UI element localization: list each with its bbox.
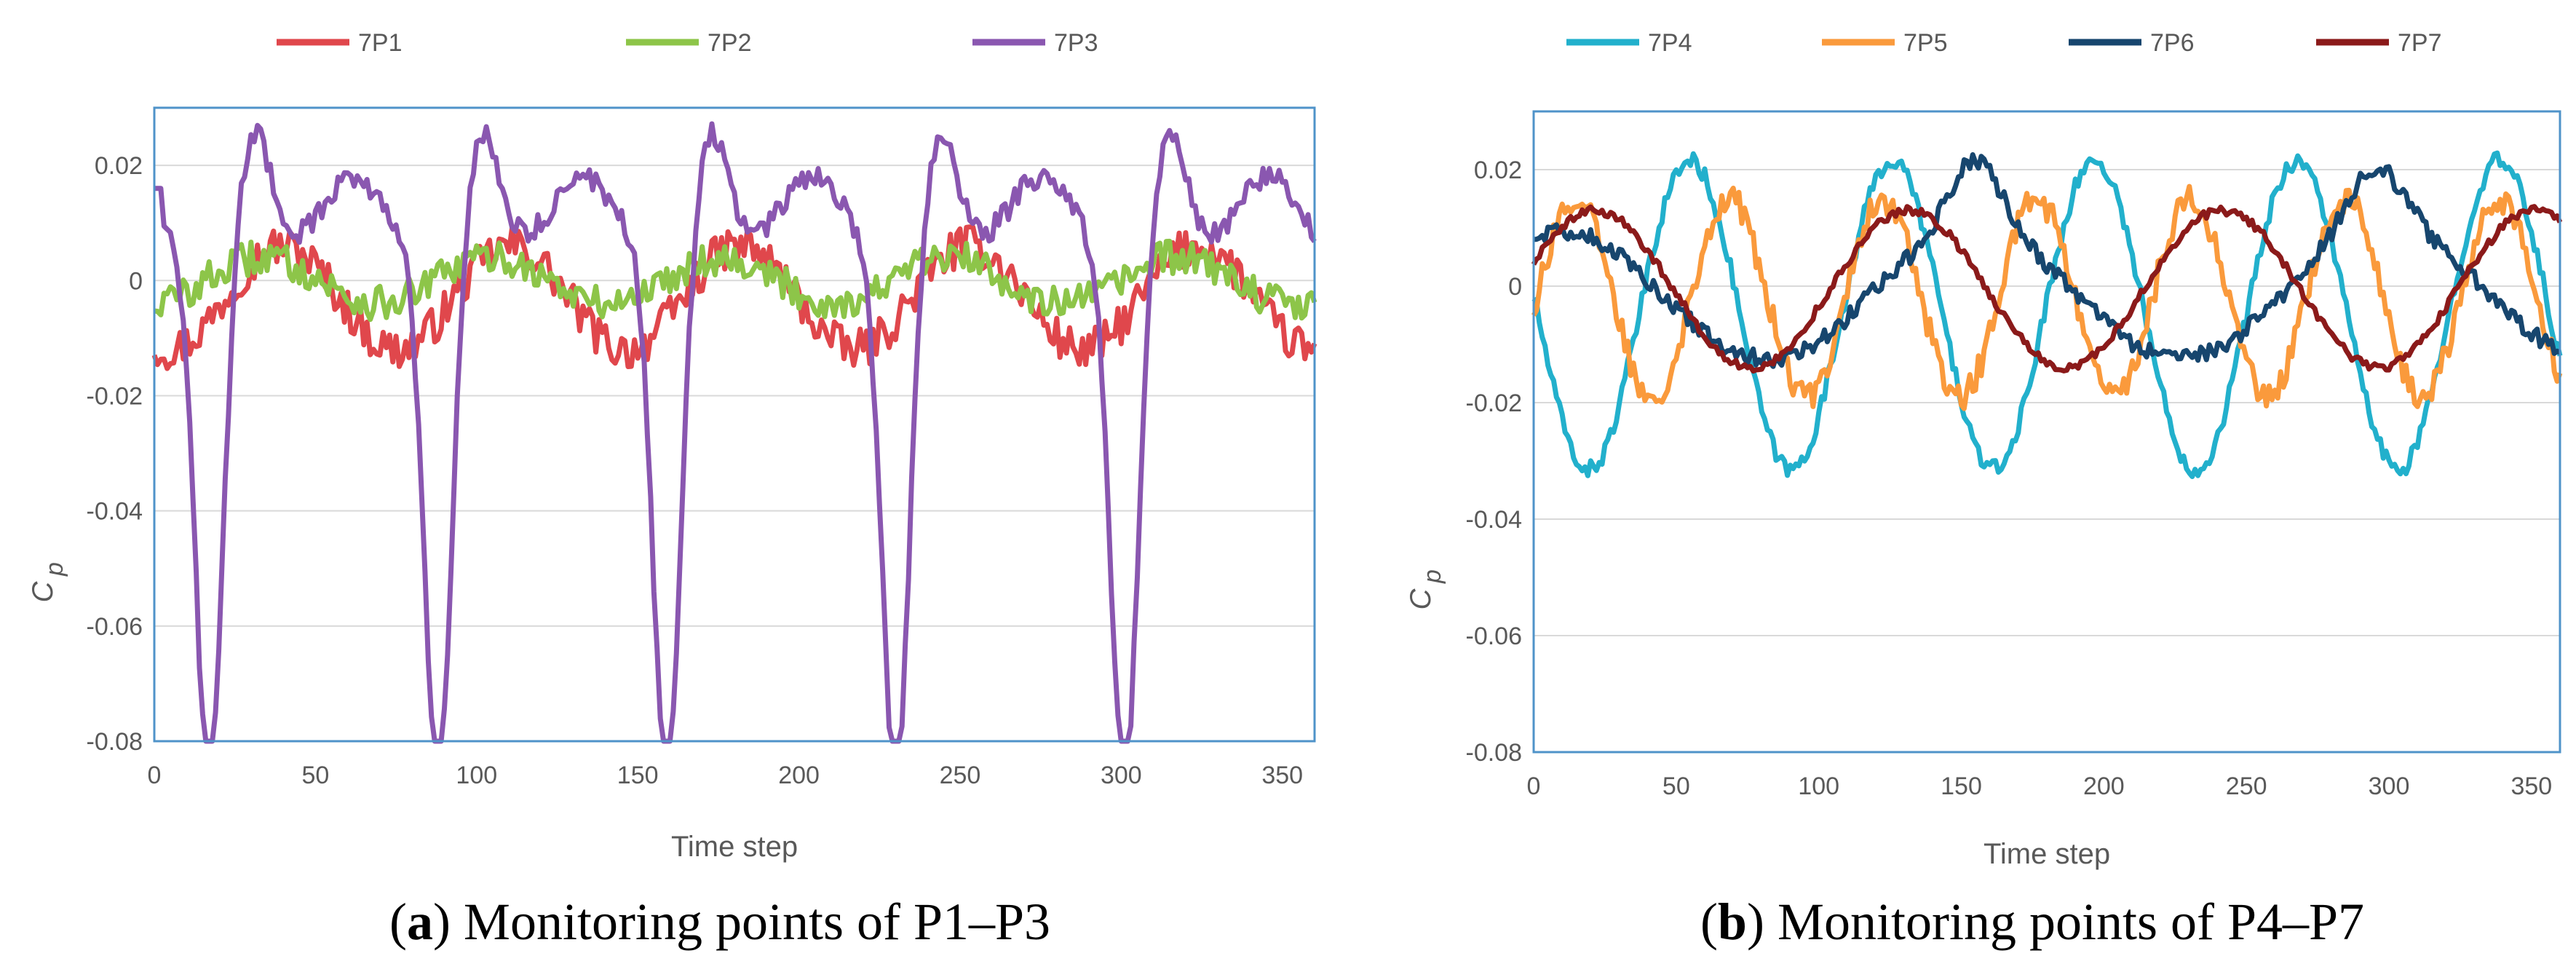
caption-open: (	[389, 893, 407, 951]
plot-border	[1532, 110, 2561, 754]
legend-label: 7P2	[708, 29, 752, 57]
chart-a: -0.08 -0.06 -0.04 -0.02 0 0.02 0 50 100 150 200 250…	[27, 29, 1317, 951]
y-tick-label: -0.04	[87, 498, 143, 526]
panel-caption: (b) Monitoring points of P4–P7	[1700, 893, 2364, 951]
series-line-7p2	[154, 238, 1317, 323]
y-tick-label: -0.06	[1466, 623, 1523, 650]
x-tick-label: 0	[1527, 772, 1541, 800]
x-tick-label: 50	[301, 762, 329, 789]
x-tick-label: 150	[1941, 772, 1982, 800]
series-line-7p6	[1533, 152, 2561, 369]
x-tick-label: 50	[1662, 772, 1690, 800]
y-tick-label: 0.02	[1474, 157, 1522, 184]
y-axis-title: Cp	[27, 562, 68, 602]
y-axis-title-main: C	[27, 580, 59, 602]
x-tick-label: 250	[2226, 772, 2267, 800]
series-line-7p1	[151, 224, 1317, 371]
series-line-7p4	[1531, 150, 2563, 479]
x-tick-label: 350	[2510, 772, 2552, 800]
x-tick-label: 100	[456, 762, 497, 789]
y-tick-label: -0.08	[1466, 739, 1523, 767]
x-tick-label: 300	[1101, 762, 1142, 789]
series-line-7p7	[1531, 204, 2563, 374]
chart-b: -0.08 -0.06 -0.04 -0.02 0 0.02 0 50 100 150 200 250…	[1405, 29, 2563, 951]
x-tick-label: 300	[2369, 772, 2410, 800]
x-tick-label: 350	[1261, 762, 1303, 789]
caption-letter: b	[1718, 893, 1747, 951]
legend-label: 7P7	[2398, 29, 2442, 57]
legend-label: 7P3	[1054, 29, 1098, 57]
x-tick-label: 0	[148, 762, 162, 789]
y-axis-title-main: C	[1405, 588, 1437, 609]
y-tick-label: 0.02	[95, 152, 143, 180]
x-tick-label: 100	[1798, 772, 1839, 800]
y-axis-title: Cp	[1405, 569, 1446, 609]
y-tick-label: 0	[129, 267, 143, 295]
legend-label: 7P6	[2150, 29, 2195, 57]
x-tick-label: 200	[2083, 772, 2125, 800]
caption-letter: a	[407, 893, 433, 951]
y-axis-title-sub: p	[41, 562, 68, 577]
legend-label: 7P5	[1903, 29, 1948, 57]
y-tick-label: -0.02	[87, 382, 143, 410]
y-tick-label: -0.08	[87, 728, 143, 756]
x-axis-title: Time step	[1983, 838, 2110, 870]
x-tick-label: 250	[940, 762, 981, 789]
caption-rest: ) Monitoring points of P1–P3	[433, 893, 1050, 951]
x-axis-title: Time step	[671, 831, 798, 863]
series-line-7p5	[1531, 183, 2563, 411]
panel-caption: (a) Monitoring points of P1–P3	[389, 893, 1050, 951]
y-tick-label: -0.06	[87, 613, 143, 641]
legend-label: 7P4	[1648, 29, 1692, 57]
y-axis-title-sub: p	[1419, 569, 1446, 584]
y-tick-label: -0.04	[1466, 506, 1523, 534]
y-tick-label: 0	[1508, 273, 1522, 301]
x-tick-label: 150	[617, 762, 659, 789]
legend-label: 7P1	[358, 29, 403, 57]
caption-open: (	[1700, 893, 1718, 951]
series-line-7p3	[154, 121, 1317, 744]
caption-rest: ) Monitoring points of P4–P7	[1747, 893, 2364, 951]
plot-border	[153, 106, 1316, 743]
x-tick-label: 200	[778, 762, 820, 789]
y-tick-label: -0.02	[1466, 390, 1523, 417]
